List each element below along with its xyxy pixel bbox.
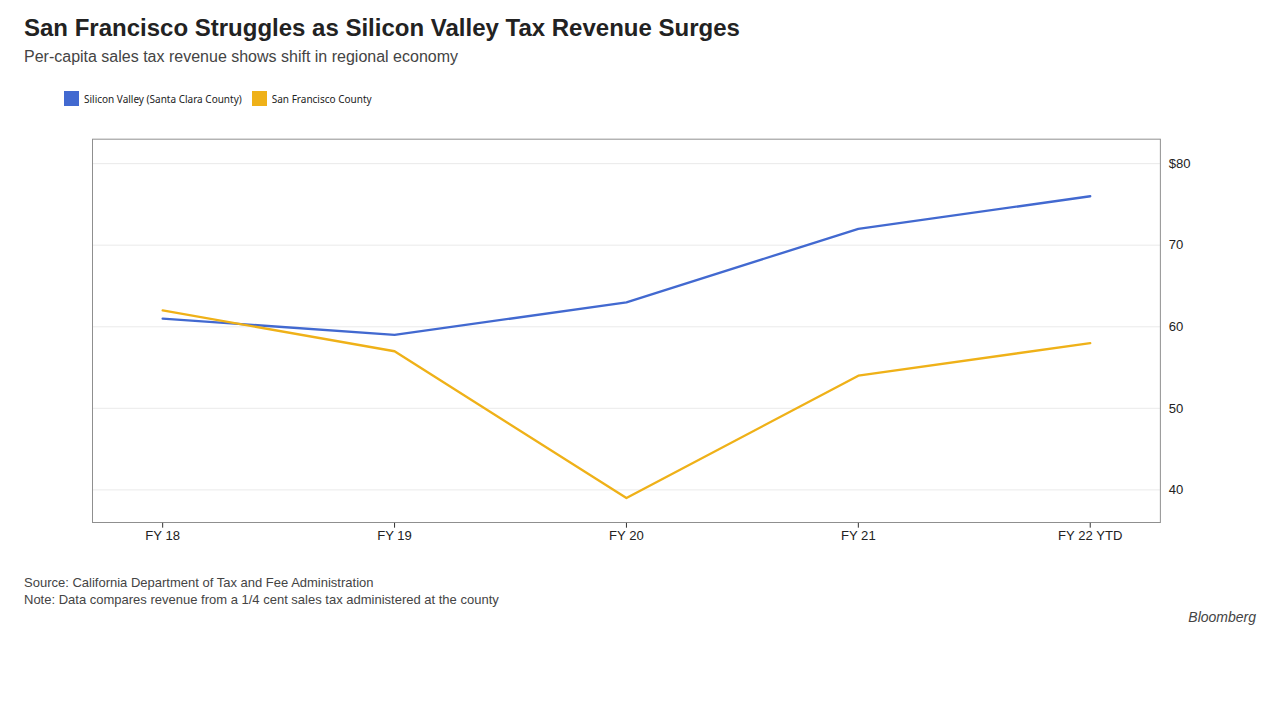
svg-text:FY 20: FY 20 <box>609 528 644 543</box>
html-text:Silicon Valley (Santa Clara Co: Silicon Valley (Santa Clara County) <box>84 91 242 106</box>
html-text:San Francisco Struggles as Sil: San Francisco Struggles as Silicon Valle… <box>24 14 740 41</box>
html-text:Source: California Department: Source: California Department of Tax and… <box>24 575 374 591</box>
html-text:Note: Data compares revenue fr: Note: Data compares revenue from a 1/4 c… <box>24 592 499 608</box>
html-text:Bloomberg: Bloomberg <box>1188 609 1256 626</box>
svg-text:FY 22 YTD: FY 22 YTD <box>1058 528 1122 543</box>
svg-text:FY 19: FY 19 <box>377 528 412 543</box>
svg-text:60: 60 <box>1169 319 1184 334</box>
html-text:Per-capita sales tax revenue s: Per-capita sales tax revenue shows shift… <box>24 48 458 65</box>
html-text:San Francisco County: San Francisco County <box>271 91 372 106</box>
svg-text:50: 50 <box>1169 401 1184 416</box>
svg-text:$80: $80 <box>1169 156 1191 171</box>
svg-text:70: 70 <box>1169 237 1184 252</box>
svg-text:40: 40 <box>1169 482 1184 497</box>
svg-text:FY 21: FY 21 <box>841 528 876 543</box>
svg-text:FY 18: FY 18 <box>145 528 180 543</box>
